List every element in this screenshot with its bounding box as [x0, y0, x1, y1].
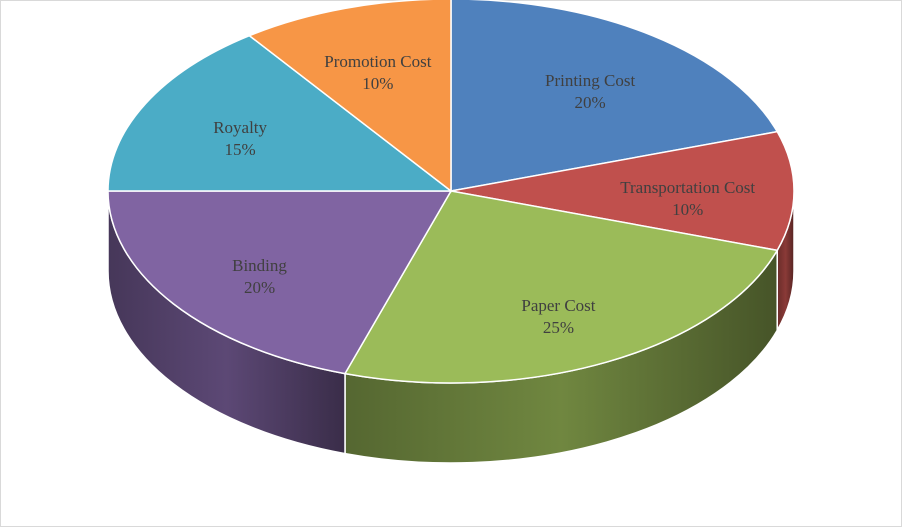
data-label-percent-transportation-cost: 10% [672, 200, 703, 219]
data-label-percent-printing-cost: 20% [575, 93, 606, 112]
pie-slice-printing-cost [450, 0, 779, 192]
data-label-percent-royalty: 15% [225, 140, 256, 159]
pie-slice-binding [107, 190, 453, 375]
pie-slice-paper-cost [343, 190, 779, 384]
pie-top-faces [107, 0, 795, 384]
data-label-promotion-cost: Promotion Cost [324, 52, 431, 71]
data-label-binding: Binding [232, 256, 287, 275]
pie-slice-royalty [107, 34, 454, 192]
pie-slice-promotion-cost [247, 0, 452, 193]
data-label-royalty: Royalty [213, 118, 267, 137]
data-label-percent-binding: 20% [244, 278, 275, 297]
pie-slice-transportation-cost [450, 130, 795, 252]
data-label-percent-promotion-cost: 10% [362, 74, 393, 93]
data-label-printing-cost: Printing Cost [545, 71, 635, 90]
data-label-paper-cost: Paper Cost [521, 296, 595, 315]
data-label-percent-paper-cost: 25% [543, 318, 574, 337]
data-labels: Printing Cost 20% Transportation Cost 10% Pa… [213, 52, 755, 337]
data-label-transportation-cost: Transportation Cost [620, 178, 755, 197]
